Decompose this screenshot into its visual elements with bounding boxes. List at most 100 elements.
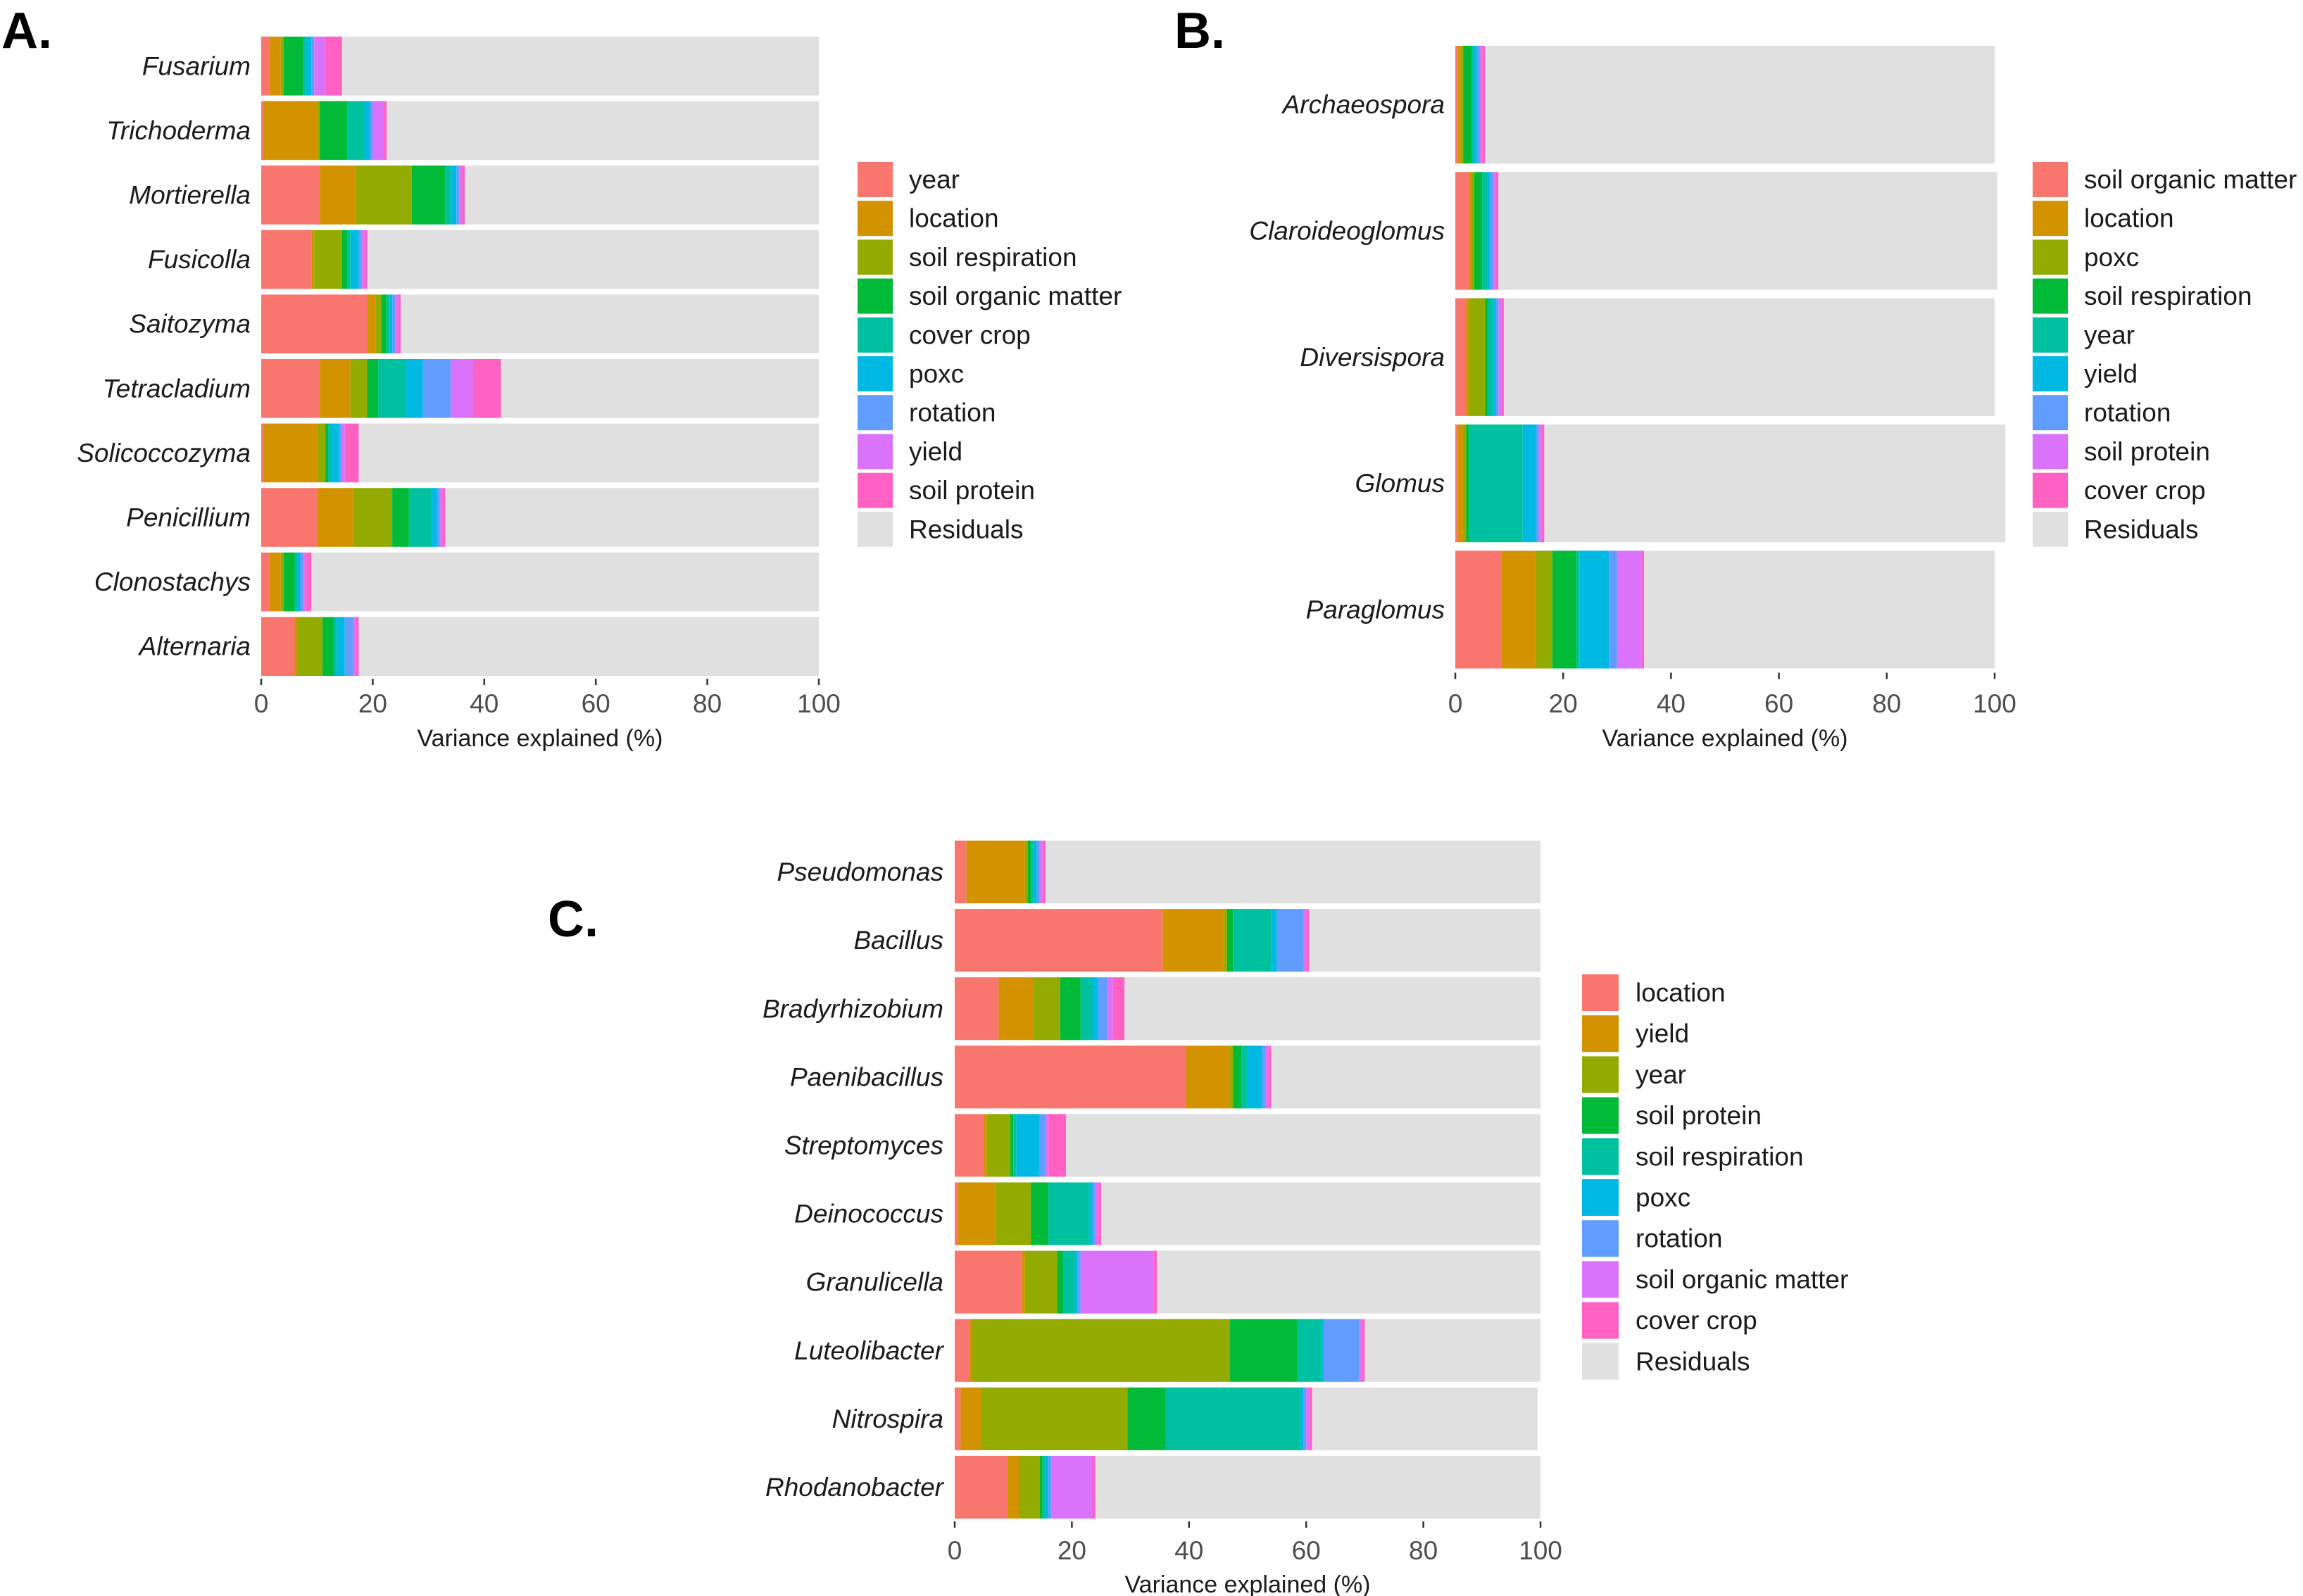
bar-nitrospira-cover-crop bbox=[1309, 1387, 1312, 1450]
x-tick-label-80: 80 bbox=[1409, 1536, 1438, 1565]
category-label-paraglomus: Paraglomus bbox=[1306, 595, 1445, 624]
bar-solicoccozyma-location bbox=[263, 423, 318, 483]
bar-pseudomonas-yield bbox=[966, 841, 1025, 904]
bar-alternaria-yield bbox=[353, 617, 356, 676]
bar-archaeospora-cover-crop bbox=[1482, 46, 1486, 164]
bar-fusicolla-yield bbox=[361, 230, 365, 289]
x-tick-label-60: 60 bbox=[582, 689, 610, 718]
bar-paraglomus-rotation bbox=[1609, 551, 1617, 669]
legend-swatch-yield bbox=[858, 434, 893, 470]
legend-label-year: year bbox=[1636, 1060, 1686, 1089]
bar-claroideoglomus-soil-respiration bbox=[1474, 172, 1483, 290]
bars bbox=[1455, 46, 2006, 669]
x-tick-label-100: 100 bbox=[797, 689, 841, 718]
bar-alternaria-poxc bbox=[336, 617, 345, 676]
legend-swatch-location bbox=[858, 201, 893, 237]
bar-trichoderma-cover-crop bbox=[347, 101, 365, 161]
bar-streptomyces-soil-respiration bbox=[1013, 1114, 1017, 1177]
bar-luteolibacter-rotation bbox=[1324, 1319, 1360, 1382]
bar-fusarium-rotation bbox=[311, 37, 315, 96]
bar-mortierella-soil-respiration bbox=[356, 165, 412, 225]
bar-granulicella-soil-protein bbox=[1057, 1250, 1063, 1314]
bar-pseudomonas-soil-protein bbox=[1028, 841, 1031, 904]
bar-fusarium-poxc bbox=[306, 37, 312, 96]
x-tick-label-100: 100 bbox=[1519, 1536, 1562, 1565]
bar-deinococcus-location bbox=[955, 1182, 958, 1245]
bar-fusicolla-soil-protein bbox=[364, 230, 368, 289]
bar-bacillus-cover-crop bbox=[1306, 909, 1310, 972]
bar-fusicolla-year bbox=[261, 230, 312, 289]
x-tick-label-20: 20 bbox=[1058, 1536, 1086, 1565]
x-tick-label-60: 60 bbox=[1292, 1536, 1321, 1565]
legend-label-soil-organic-matter: soil organic matter bbox=[1636, 1265, 1848, 1294]
bar-streptomyces-yield bbox=[984, 1114, 987, 1177]
bar-saitozyma-soil-organic-matter bbox=[381, 294, 387, 353]
bar-claroideoglomus-soil-organic-matter bbox=[1455, 172, 1469, 290]
bar-granulicella-soil-organic-matter bbox=[1080, 1250, 1154, 1314]
bar-fusarium-location bbox=[269, 37, 281, 96]
bar-diversispora-residuals bbox=[1503, 298, 1995, 416]
bar-bradyrhizobium-year bbox=[1034, 977, 1060, 1041]
bar-archaeospora-soil-organic-matter bbox=[1455, 46, 1458, 164]
panel-a: A. Fusarium Trichoderma Mortierella Fusicol… bbox=[1, 3, 1122, 752]
category-label-solicoccozyma: Solicoccozyma bbox=[77, 439, 251, 467]
bar-fusarium-soil-respiration bbox=[280, 37, 284, 96]
bar-paenibacillus-soil-protein bbox=[1233, 1045, 1242, 1109]
bar-paenibacillus-rotation bbox=[1262, 1045, 1265, 1109]
legend-label-soil-organic-matter: soil organic matter bbox=[2084, 165, 2297, 194]
bar-rhodanobacter-location bbox=[955, 1455, 1008, 1519]
legend-label-yield: yield bbox=[1636, 1019, 1689, 1048]
legend-label-poxc: poxc bbox=[1636, 1183, 1690, 1212]
bar-solicoccozyma-soil-organic-matter bbox=[325, 423, 329, 483]
category-label-saitozyma: Saitozyma bbox=[129, 310, 251, 339]
bar-glomus-location bbox=[1457, 424, 1464, 543]
bar-rhodanobacter-residuals bbox=[1095, 1455, 1540, 1519]
bar-saitozyma-soil-protein bbox=[398, 294, 401, 353]
bar-solicoccozyma-residuals bbox=[358, 423, 820, 483]
bar-rhodanobacter-yield bbox=[1007, 1455, 1019, 1519]
bar-nitrospira-residuals bbox=[1312, 1387, 1538, 1450]
bar-rhodanobacter-cover-crop bbox=[1092, 1455, 1096, 1519]
category-label-alternaria: Alternaria bbox=[138, 632, 251, 661]
legend-swatch-soil-organic-matter bbox=[1582, 1261, 1619, 1298]
category-label-mortierella: Mortierella bbox=[129, 181, 251, 210]
bar-mortierella-cover-crop bbox=[445, 165, 451, 225]
x-axis: 0 20 40 60 80 100 Variance explained (%) bbox=[1448, 672, 2016, 752]
legend-swatch-soil-organic-matter bbox=[858, 278, 893, 314]
legend-swatch-location bbox=[1582, 974, 1619, 1011]
bar-glomus-cover-crop bbox=[1541, 424, 1545, 543]
bar-claroideoglomus-soil-protein bbox=[1493, 172, 1496, 290]
bar-archaeospora-year bbox=[1471, 46, 1474, 164]
bar-penicillium-soil-respiration bbox=[353, 488, 393, 547]
bar-clonostachys-soil-protein bbox=[306, 552, 312, 612]
bar-alternaria-soil-organic-matter bbox=[322, 617, 334, 676]
bar-trichoderma-year bbox=[261, 101, 264, 161]
legend-swatch-poxc bbox=[1582, 1179, 1619, 1216]
bar-luteolibacter-year bbox=[972, 1319, 1231, 1382]
bar-trichoderma-soil-respiration bbox=[317, 101, 320, 161]
bar-nitrospira-soil-protein bbox=[1127, 1387, 1166, 1450]
bar-mortierella-year bbox=[261, 165, 320, 225]
bar-paenibacillus-residuals bbox=[1271, 1045, 1540, 1109]
bar-penicillium-soil-organic-matter bbox=[392, 488, 409, 547]
bar-bradyrhizobium-soil-protein bbox=[1060, 977, 1081, 1041]
bar-luteolibacter-yield bbox=[969, 1319, 972, 1382]
bar-granulicella-yield bbox=[1022, 1250, 1025, 1314]
bar-rhodanobacter-soil-respiration bbox=[1042, 1455, 1046, 1519]
x-axis-title: Variance explained (%) bbox=[418, 725, 663, 752]
bar-fusicolla-cover-crop bbox=[347, 230, 351, 289]
bar-paenibacillus-poxc bbox=[1248, 1045, 1262, 1109]
bar-bradyrhizobium-location bbox=[955, 977, 999, 1041]
bar-bradyrhizobium-residuals bbox=[1124, 977, 1540, 1041]
bar-glomus-soil-respiration bbox=[1466, 424, 1469, 543]
legend-swatch-yield bbox=[1582, 1015, 1619, 1053]
x-tick-label-80: 80 bbox=[693, 689, 722, 718]
bar-rhodanobacter-soil-organic-matter bbox=[1051, 1455, 1093, 1519]
category-labels: Fusarium Trichoderma Mortierella Fusicolla S… bbox=[77, 51, 251, 660]
bar-fusarium-soil-protein bbox=[325, 37, 342, 96]
bar-bacillus-soil-organic-matter bbox=[1303, 909, 1307, 972]
bar-paraglomus-soil-organic-matter bbox=[1455, 551, 1502, 669]
bar-bacillus-soil-protein bbox=[1226, 909, 1234, 972]
